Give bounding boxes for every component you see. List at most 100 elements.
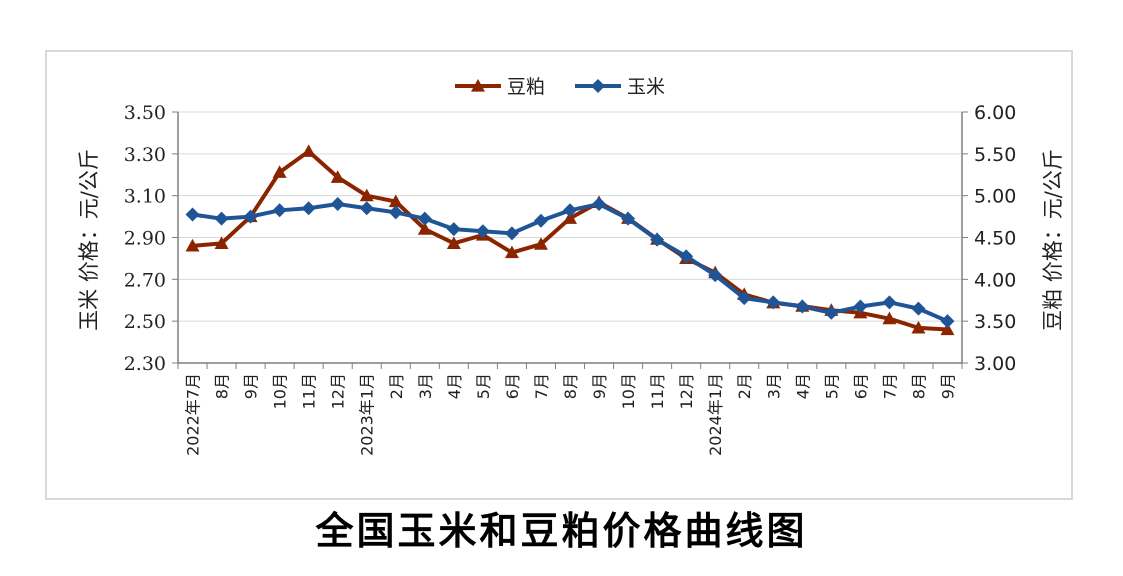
- data-point: [824, 305, 839, 320]
- x-tick-label: 7月: [532, 373, 551, 399]
- data-point: [475, 224, 490, 239]
- x-tick-label: 12月: [677, 373, 696, 409]
- left-tick-label: 3.30: [124, 144, 166, 166]
- right-tick-label: 5.50: [974, 144, 1016, 166]
- data-point: [882, 311, 897, 325]
- right-tick-label: 3.00: [974, 353, 1016, 375]
- x-tick-label: 9月: [590, 373, 609, 399]
- data-point: [214, 211, 229, 226]
- series-soymeal: [185, 144, 955, 336]
- left-tick-label: 2.90: [124, 228, 166, 250]
- x-tick-label: 3月: [764, 373, 783, 399]
- data-point: [591, 79, 605, 93]
- data-point: [563, 211, 577, 224]
- right-tick-label: 3.50: [974, 311, 1016, 333]
- x-tick-label: 8月: [909, 373, 928, 399]
- x-tick-label: 4月: [445, 373, 464, 399]
- data-point: [243, 209, 258, 224]
- left-axis-ticks: 2.30 2.50 2.70 2.90 3.10 3.30 3.50: [124, 102, 166, 375]
- data-point: [185, 238, 200, 252]
- data-point: [621, 211, 636, 226]
- left-tick-label: 2.30: [124, 353, 166, 375]
- data-point: [359, 188, 374, 202]
- x-tick-label: 10月: [619, 373, 638, 409]
- left-tick-label: 3.10: [124, 186, 166, 208]
- right-axis-label: 豆粕 价格：元/公斤: [1041, 149, 1065, 331]
- left-tick-label: 3.50: [124, 102, 166, 124]
- data-point: [679, 249, 694, 264]
- data-point: [185, 207, 200, 222]
- right-tick-label: 6.00: [974, 102, 1016, 124]
- data-point: [417, 211, 432, 226]
- data-point: [911, 301, 926, 316]
- x-tick-label: 8月: [213, 373, 232, 399]
- data-point: [650, 232, 665, 247]
- data-point: [504, 245, 519, 259]
- data-point: [330, 197, 345, 212]
- data-point: [359, 201, 374, 216]
- data-point: [301, 144, 316, 157]
- x-tick-label: 12月: [329, 373, 348, 409]
- data-point: [940, 314, 955, 329]
- left-tick-label: 2.50: [124, 311, 166, 333]
- x-axis-ticks: 2022年7月 8月 9月 10月 11月 12月 2023年1月 2月 3月 4月 5月 6月 7月 8…: [184, 373, 958, 456]
- x-tick-label: 9月: [938, 373, 957, 399]
- data-point: [533, 237, 548, 250]
- x-tick-label: 11月: [300, 373, 319, 409]
- data-point: [766, 295, 781, 310]
- series-group: [185, 144, 955, 336]
- data-point: [592, 197, 607, 212]
- x-tick-label: 9月: [242, 373, 261, 399]
- data-point: [272, 165, 287, 178]
- x-tick-label: 2月: [387, 373, 406, 399]
- right-tick-label: 5.00: [974, 186, 1016, 208]
- data-point: [853, 299, 868, 314]
- data-point: [471, 79, 485, 92]
- series-line: [192, 149, 948, 332]
- data-point: [533, 213, 548, 228]
- x-tick-label: 2024年1月: [706, 373, 725, 456]
- x-tick-label: 3月: [416, 373, 435, 399]
- data-point: [795, 299, 810, 314]
- data-point: [708, 268, 723, 283]
- right-tick-label: 4.50: [974, 228, 1016, 250]
- data-point: [272, 203, 287, 218]
- legend-entry: 豆粕: [455, 76, 545, 98]
- x-tick-label: 8月: [561, 373, 580, 399]
- data-point: [446, 222, 461, 237]
- right-axis-ticks: 3.00 3.50 4.00 4.50 5.00 5.50 6.00: [974, 102, 1016, 375]
- line-chart: 2.30 2.50 2.70 2.90 3.10 3.30 3.50 3.00 3.50 4.0…: [77, 76, 1065, 456]
- data-point: [563, 203, 577, 218]
- x-tick-label: 2022年7月: [184, 373, 203, 456]
- x-tick-label: 4月: [793, 373, 812, 399]
- series-corn: [185, 197, 955, 329]
- x-tick-label: 2023年1月: [358, 373, 377, 456]
- data-point: [330, 170, 345, 183]
- data-point: [940, 322, 955, 336]
- data-point: [446, 236, 461, 249]
- x-tick-label: 7月: [880, 373, 899, 399]
- data-point: [737, 291, 752, 306]
- axes: [172, 111, 968, 369]
- right-tick-label: 4.00: [974, 269, 1016, 291]
- legend-label: 豆粕: [507, 76, 545, 98]
- chart-frame: [45, 50, 1073, 500]
- data-point: [911, 320, 926, 334]
- data-point: [504, 226, 519, 241]
- data-point: [301, 201, 316, 216]
- data-point: [882, 295, 897, 310]
- legend: 豆粕 玉米: [455, 76, 665, 98]
- legend-entry: 玉米: [575, 76, 665, 98]
- x-tick-label: 2月: [735, 373, 754, 399]
- x-tick-label: 11月: [648, 373, 667, 409]
- x-tick-label: 10月: [271, 373, 290, 409]
- x-tick-label: 6月: [503, 373, 522, 399]
- x-tick-label: 5月: [822, 373, 841, 399]
- data-point: [417, 222, 432, 235]
- data-point: [388, 205, 403, 220]
- left-axis-label: 玉米 价格：元/公斤: [77, 149, 101, 331]
- chart-title: 全国玉米和豆粕价格曲线图: [315, 509, 808, 553]
- x-tick-label: 5月: [474, 373, 493, 399]
- left-tick-label: 2.70: [124, 269, 166, 291]
- legend-label: 玉米: [627, 76, 665, 98]
